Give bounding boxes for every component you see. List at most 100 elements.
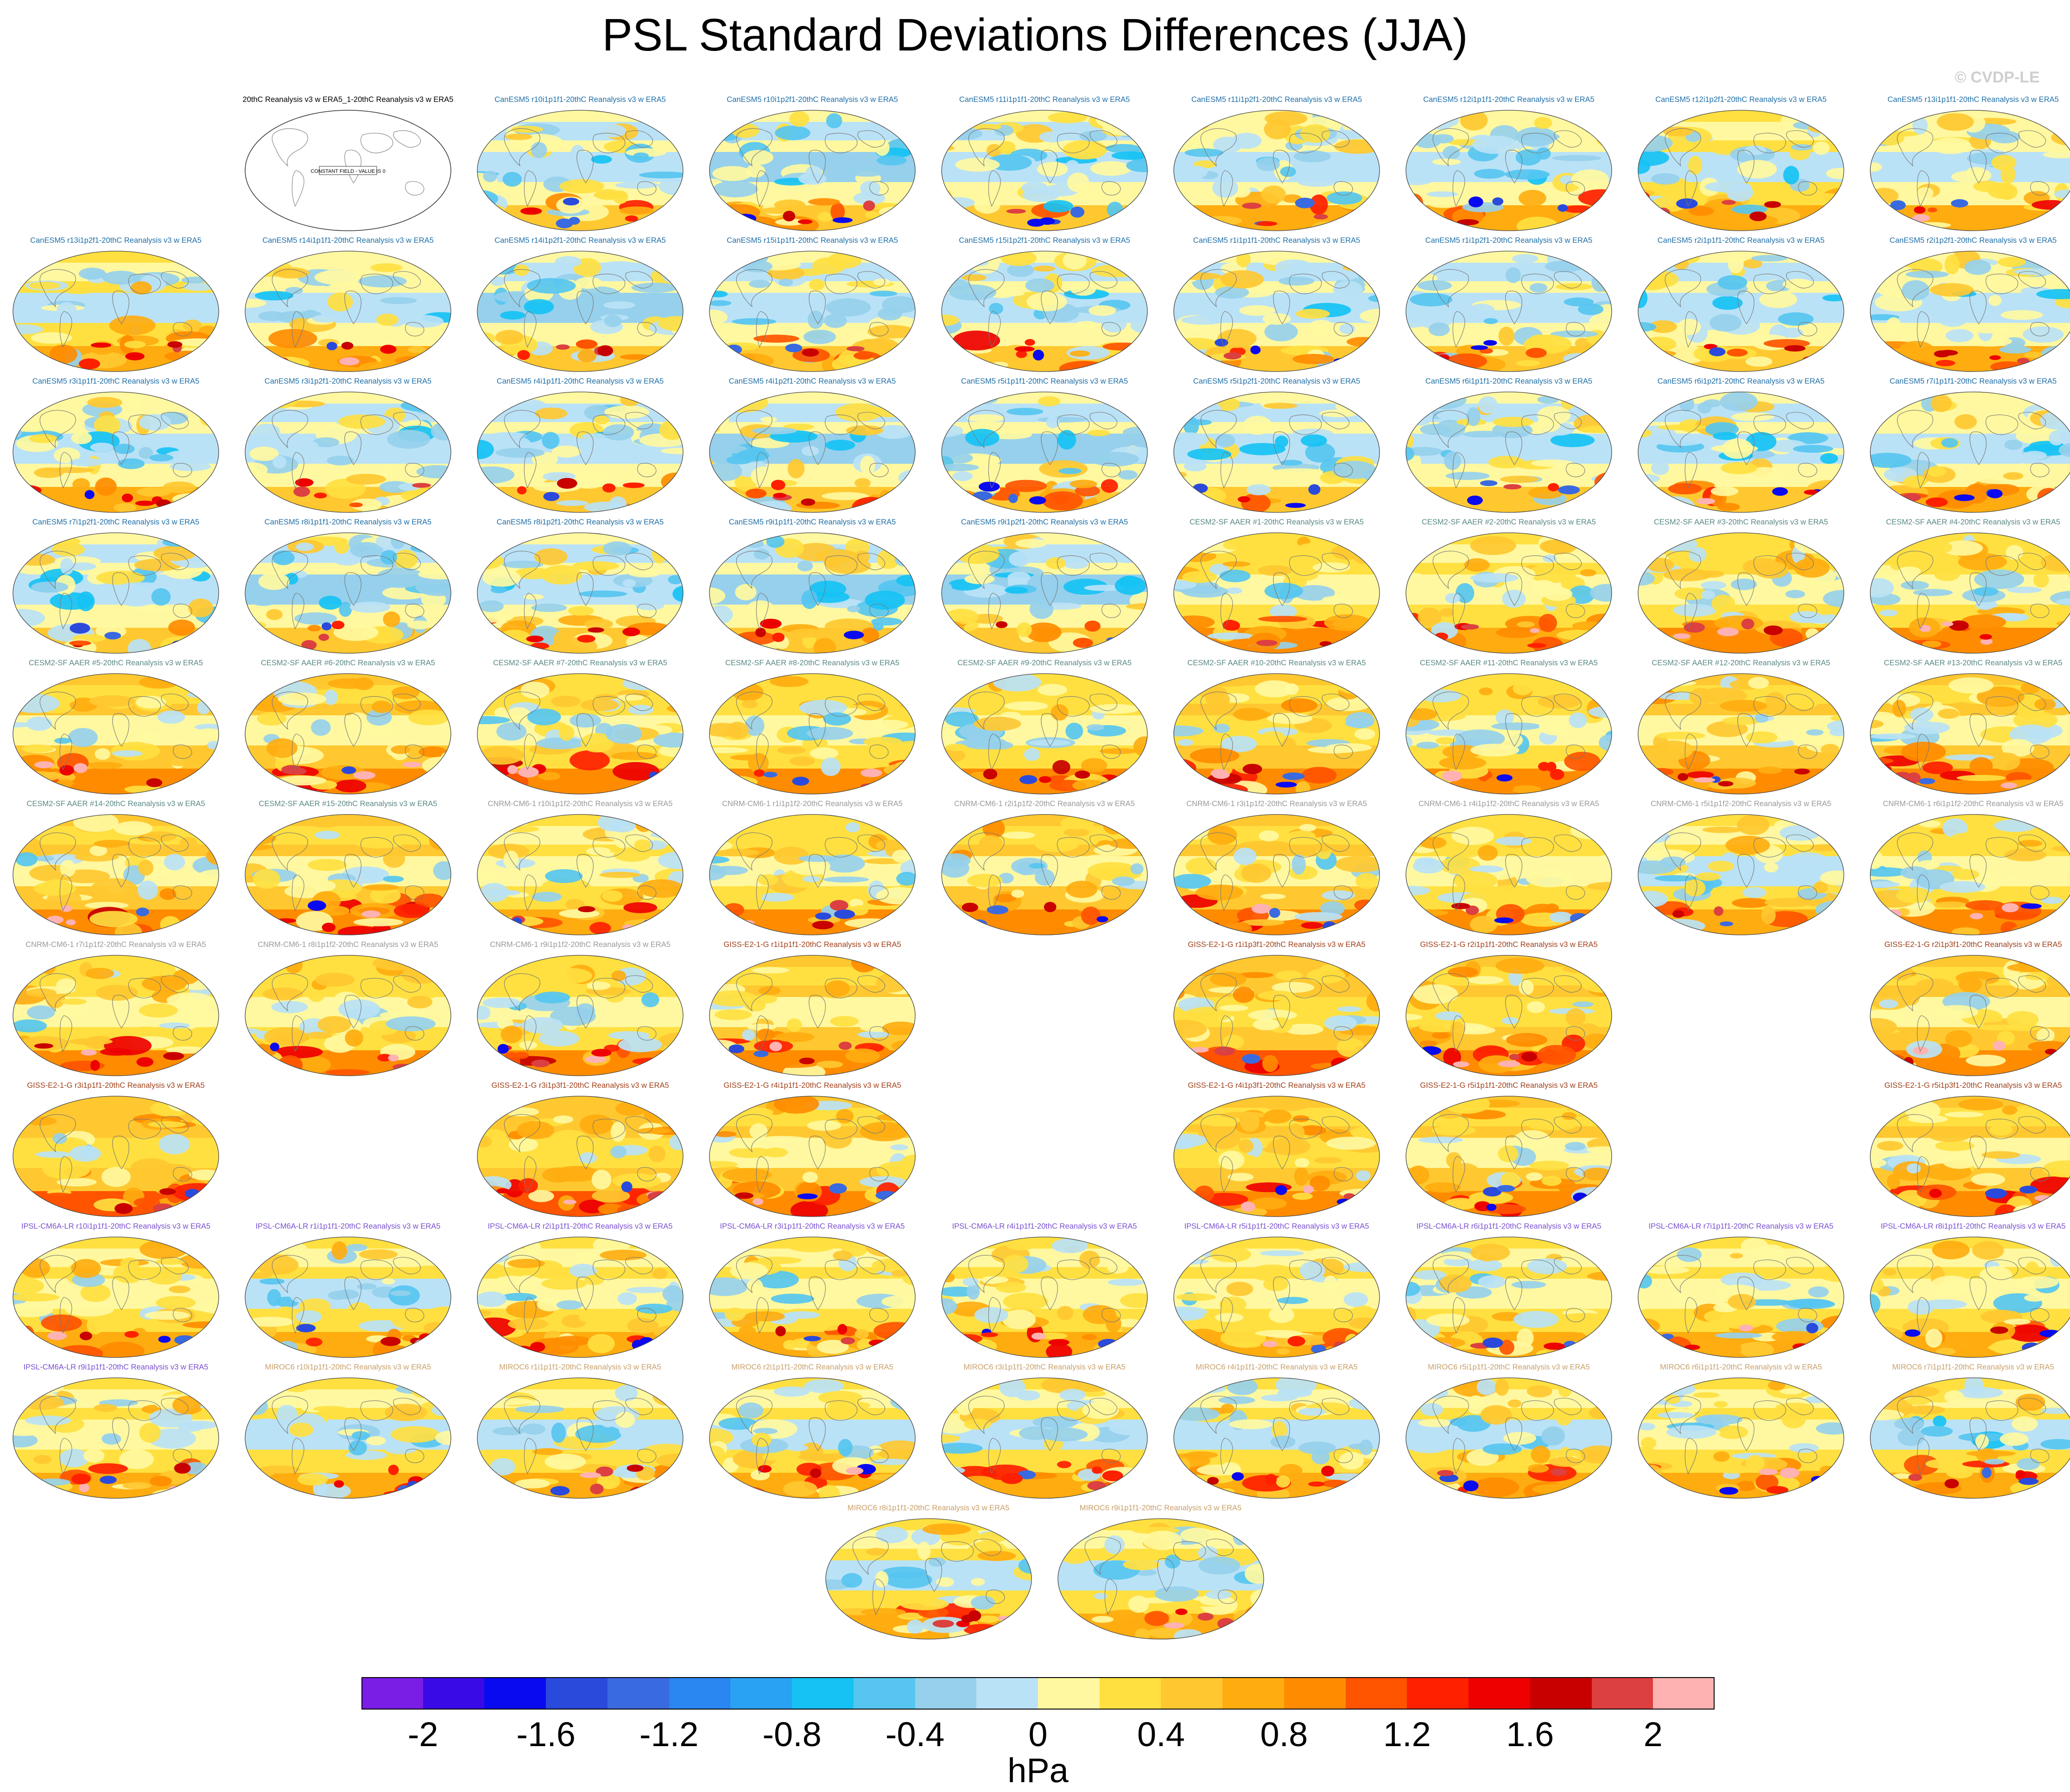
panel-map-area <box>938 1376 1151 1501</box>
map-panel: CanESM5 r15i1p1f1-20thC Reanalysis v3 w … <box>696 236 928 375</box>
panel-title: CanESM5 r4i1p2f1-20thC Reanalysis v3 w E… <box>728 377 896 385</box>
panel-title: GISS-E2-1-G r3i1p3f1-20thC Reanalysis v3… <box>491 1081 669 1090</box>
colorbar-box <box>730 1677 792 1710</box>
panel-map <box>477 673 684 795</box>
map-panel: CanESM5 r14i1p2f1-20thC Reanalysis v3 w … <box>464 236 696 375</box>
panel-map-area <box>938 812 1151 937</box>
panel-map <box>245 673 451 795</box>
panel-map <box>709 110 916 231</box>
panel-title: IPSL-CM6A-LR r3i1p1f1-20thC Reanalysis v… <box>720 1222 905 1230</box>
panel-map-area <box>474 108 687 233</box>
colorbar-units: hPa <box>1007 1751 1069 1790</box>
panel-title: CanESM5 r14i1p1f1-20thC Reanalysis v3 w … <box>262 236 434 245</box>
panel-map <box>13 391 219 513</box>
map-panel: MIROC6 r3i1p1f1-20thC Reanalysis v3 w ER… <box>929 1363 1160 1502</box>
map-panel: MIROC6 r8i1p1f1-20thC Reanalysis v3 w ER… <box>813 1503 1044 1642</box>
panel-map-area <box>1867 812 2070 937</box>
panel-map <box>1405 955 1612 1076</box>
map-panel: CESM2-SF AAER #2-20thC Reanalysis v3 w E… <box>1393 517 1625 656</box>
map-panel: CanESM5 r1i1p1f1-20thC Reanalysis v3 w E… <box>1161 236 1393 375</box>
panel-map-area <box>241 671 455 796</box>
panel-title: CNRM-CM6-1 r1i1p1f2-20thC Reanalysis v3 … <box>722 800 903 808</box>
panel-title: CNRM-CM6-1 r10i1p1f2-20thC Reanalysis v3… <box>487 800 673 808</box>
panel-map <box>1638 251 1844 372</box>
panel-title: CanESM5 r10i1p2f1-20thC Reanalysis v3 w … <box>727 95 898 104</box>
colorbar <box>361 1677 1715 1710</box>
panel-map-area <box>938 1235 1151 1360</box>
panel-map-area <box>241 530 455 656</box>
map-panel: MIROC6 r10i1p1f1-20thC Reanalysis v3 w E… <box>232 1363 464 1502</box>
colorbar-box <box>1345 1677 1407 1710</box>
panel-map <box>1405 673 1612 795</box>
colorbar-tick-label: -1.2 <box>639 1715 699 1754</box>
panel-map <box>709 532 916 654</box>
colorbar-tick-label: 0.8 <box>1260 1715 1308 1754</box>
colorbar-tick-label: 0.4 <box>1137 1715 1185 1754</box>
map-panel: GISS-E2-1-G r2i1p3f1-20thC Reanalysis v3… <box>1857 940 2070 1079</box>
panel-map-area <box>241 812 455 937</box>
panel-map <box>1173 1377 1380 1499</box>
map-panel: CESM2-SF AAER #12-20thC Reanalysis v3 w … <box>1625 658 1857 797</box>
colorbar-box <box>1591 1677 1653 1710</box>
panel-map <box>1638 1377 1844 1499</box>
map-panel: CanESM5 r1i1p2f1-20thC Reanalysis v3 w E… <box>1393 236 1625 375</box>
map-panel: CanESM5 r5i1p1f1-20thC Reanalysis v3 w E… <box>929 377 1160 516</box>
map-panel: CanESM5 r12i1p1f1-20thC Reanalysis v3 w … <box>1393 95 1625 234</box>
panel-map <box>1638 814 1844 935</box>
panel-map-area <box>1634 530 1848 656</box>
figure-title: PSL Standard Deviations Differences (JJA… <box>602 9 1468 60</box>
constant-field-label: CONSTANT FIELD - VALUE IS 0 <box>310 169 385 174</box>
panel-map-area <box>1402 1235 1615 1360</box>
colorbar-box <box>792 1677 854 1710</box>
panel-map <box>477 1096 684 1217</box>
colorbar-box <box>1284 1677 1346 1710</box>
map-panel: CNRM-CM6-1 r1i1p1f2-20thC Reanalysis v3 … <box>696 799 928 938</box>
panel-map <box>477 1377 684 1499</box>
panel-title: CanESM5 r10i1p1f1-20thC Reanalysis v3 w … <box>494 95 666 104</box>
panel-map <box>1173 110 1380 231</box>
panel-map <box>709 391 916 513</box>
panel-title: MIROC6 r1i1p1f1-20thC Reanalysis v3 w ER… <box>499 1363 661 1371</box>
colorbar-box <box>1530 1677 1592 1710</box>
panel-title: IPSL-CM6A-LR r4i1p1f1-20thC Reanalysis v… <box>952 1222 1137 1230</box>
panel-map-area <box>474 390 687 515</box>
panel-map <box>1870 955 2070 1076</box>
panel-map <box>477 1237 684 1358</box>
map-panel: CanESM5 r15i1p2f1-20thC Reanalysis v3 w … <box>929 236 1160 375</box>
panel-map <box>245 391 451 513</box>
panel-title: CESM2-SF AAER #7-20thC Reanalysis v3 w E… <box>493 659 667 667</box>
colorbar-box <box>915 1677 977 1710</box>
panel-map <box>709 955 916 1076</box>
panel-map-area <box>1867 953 2070 1078</box>
panel-map-area <box>241 953 455 1078</box>
panel-map-area <box>1170 390 1383 515</box>
panel-map-area <box>1054 1516 1267 1641</box>
panel-map <box>1870 532 2070 654</box>
panel-title: CNRM-CM6-1 r3i1p1f2-20thC Reanalysis v3 … <box>1186 800 1367 808</box>
panel-title: GISS-E2-1-G r4i1p1f1-20thC Reanalysis v3… <box>723 1081 901 1090</box>
panel-map <box>13 673 219 795</box>
panel-map <box>1870 673 2070 795</box>
map-panel: CanESM5 r2i1p2f1-20thC Reanalysis v3 w E… <box>1857 236 2070 375</box>
panel-title: MIROC6 r7i1p1f1-20thC Reanalysis v3 w ER… <box>1892 1363 2054 1371</box>
panel-map <box>1173 955 1380 1076</box>
colorbar-box <box>1469 1677 1531 1710</box>
panel-title: MIROC6 r6i1p1f1-20thC Reanalysis v3 w ER… <box>1660 1363 1822 1371</box>
colorbar-tick-label: 2 <box>1643 1715 1663 1754</box>
panel-map-area <box>1634 249 1848 374</box>
panel-map-area <box>474 671 687 796</box>
map-panel: GISS-E2-1-G r5i1p3f1-20thC Reanalysis v3… <box>1857 1081 2070 1220</box>
map-panel: GISS-E2-1-G r3i1p1f1-20thC Reanalysis v3… <box>0 1081 232 1220</box>
panel-title: CanESM5 r9i1p2f1-20thC Reanalysis v3 w E… <box>961 518 1128 526</box>
colorbar-box <box>1222 1677 1285 1710</box>
panel-title: CanESM5 r6i1p1f1-20thC Reanalysis v3 w E… <box>1425 377 1593 385</box>
map-panel: CNRM-CM6-1 r3i1p1f2-20thC Reanalysis v3 … <box>1161 799 1393 938</box>
colorbar-box <box>546 1677 608 1710</box>
panel-map-area <box>1170 812 1383 937</box>
panel-map-area <box>1867 530 2070 656</box>
panel-map <box>709 1237 916 1358</box>
map-panel: CESM2-SF AAER #14-20thC Reanalysis v3 w … <box>0 799 232 938</box>
panel-map-area <box>474 249 687 374</box>
panel-map-area <box>1170 1376 1383 1501</box>
